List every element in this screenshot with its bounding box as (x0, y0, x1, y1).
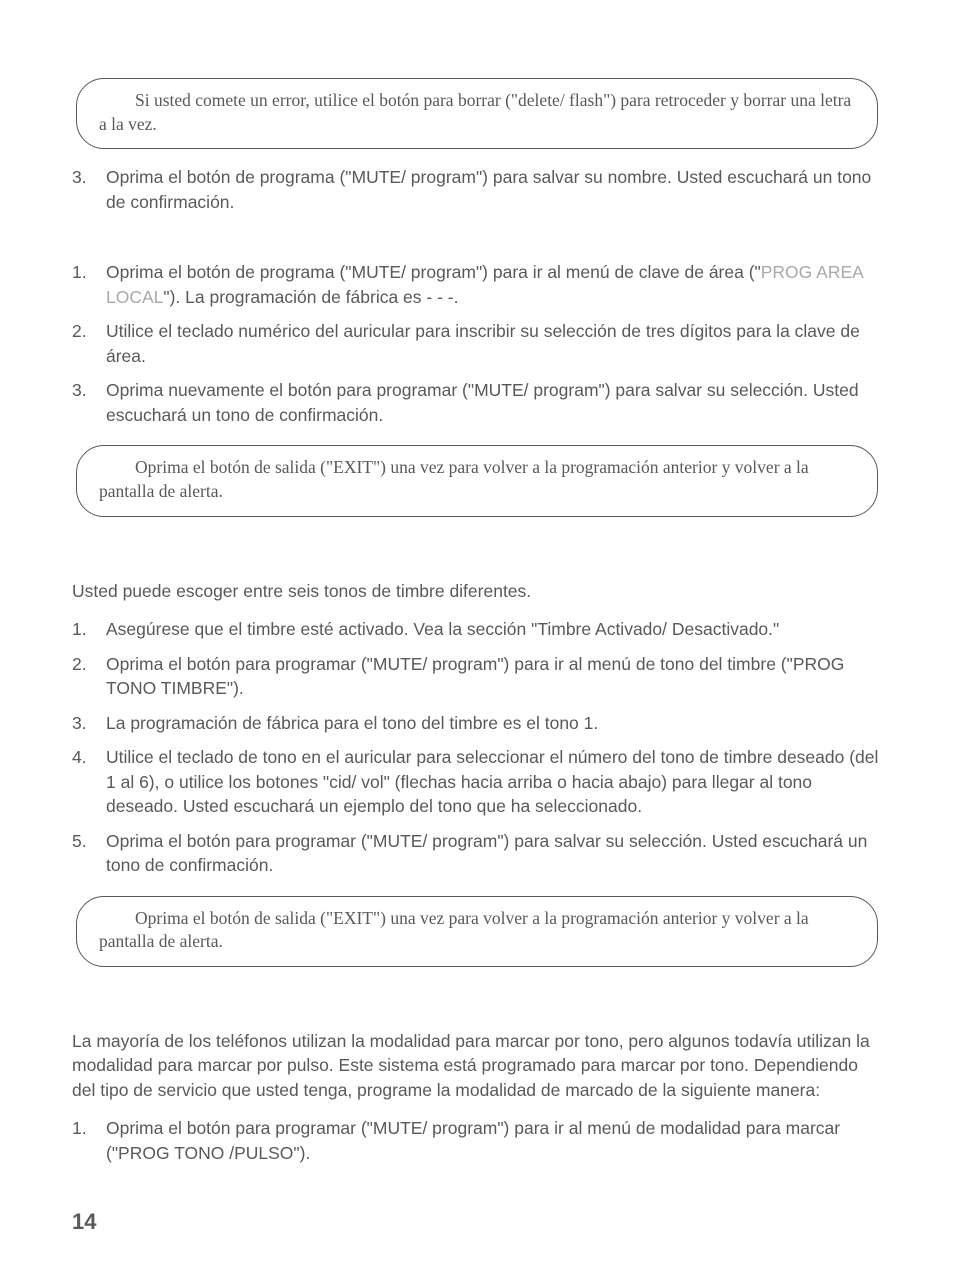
page-number: 14 (72, 1209, 882, 1235)
list-item: 5. Oprima el botón para programar ("MUTE… (72, 829, 882, 878)
list-item: 3. La programación de fábrica para el to… (72, 711, 882, 736)
list-marker: 1. (72, 1116, 87, 1141)
note-box-exit-2: Oprima el botón de salida ("EXIT") una v… (76, 896, 878, 967)
list-item: 1. Asegúrese que el timbre esté activado… (72, 617, 882, 642)
list-text: Oprima el botón para programar ("MUTE/ p… (106, 831, 867, 876)
page-container: Si usted comete un error, utilice el bot… (0, 0, 954, 1275)
paragraph-tones: Usted puede escoger entre seis tonos de … (72, 579, 882, 604)
list-item: 1. Oprima el botón de programa ("MUTE/ p… (72, 260, 882, 309)
list-marker: 3. (72, 711, 87, 736)
list-c: 1. Asegúrese que el timbre esté activado… (72, 617, 882, 878)
list-marker: 1. (72, 260, 87, 285)
list-marker: 1. (72, 617, 87, 642)
list-item: 3. Oprima nuevamente el botón para progr… (72, 378, 882, 427)
list-item: 2. Utilice el teclado numérico del auric… (72, 319, 882, 368)
list-marker: 4. (72, 745, 87, 770)
list-a: 3. Oprima el botón de programa ("MUTE/ p… (72, 165, 882, 214)
list-text: Asegúrese que el timbre esté activado. V… (106, 619, 779, 639)
list-text: La programación de fábrica para el tono … (106, 713, 598, 733)
list-marker: 3. (72, 378, 87, 403)
list-marker: 5. (72, 829, 87, 854)
list-text: Oprima el botón para programar ("MUTE/ p… (106, 654, 844, 699)
list-item: 3. Oprima el botón de programa ("MUTE/ p… (72, 165, 882, 214)
list-text: Utilice el teclado de tono en el auricul… (106, 747, 878, 816)
list-item: 4. Utilice el teclado de tono en el auri… (72, 745, 882, 819)
list-d: 1. Oprima el botón para programar ("MUTE… (72, 1116, 882, 1165)
list-text: Oprima nuevamente el botón para programa… (106, 380, 859, 425)
list-item: 1. Oprima el botón para programar ("MUTE… (72, 1116, 882, 1165)
list-text: Oprima el botón de programa ("MUTE/ prog… (106, 262, 863, 307)
list-marker: 3. (72, 165, 87, 190)
list-marker: 2. (72, 319, 87, 344)
list-text: Utilice el teclado numérico del auricula… (106, 321, 860, 366)
note-box-exit-1: Oprima el botón de salida ("EXIT") una v… (76, 445, 878, 516)
note-box-error: Si usted comete un error, utilice el bot… (76, 78, 878, 149)
list-b: 1. Oprima el botón de programa ("MUTE/ p… (72, 260, 882, 427)
list-text: Oprima el botón de programa ("MUTE/ prog… (106, 167, 871, 212)
list-item: 2. Oprima el botón para programar ("MUTE… (72, 652, 882, 701)
paragraph-dialmode: La mayoría de los teléfonos utilizan la … (72, 1029, 882, 1103)
list-text: Oprima el botón para programar ("MUTE/ p… (106, 1118, 840, 1163)
list-marker: 2. (72, 652, 87, 677)
